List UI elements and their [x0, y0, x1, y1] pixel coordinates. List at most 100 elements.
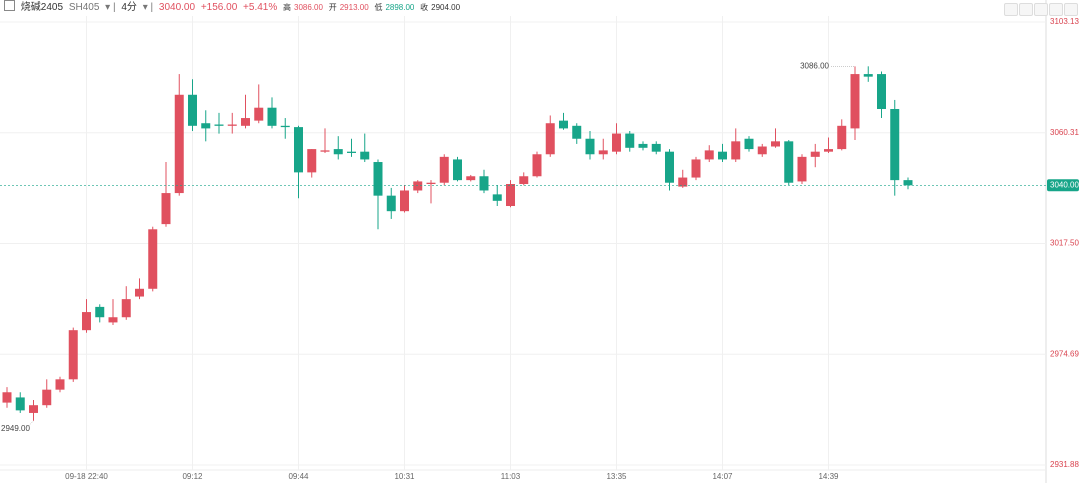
candle-body [360, 151, 370, 160]
close: 2904.00 [431, 3, 461, 12]
candle-body [386, 195, 396, 212]
candle-body [439, 156, 449, 183]
x-tick-label: 09:12 [182, 472, 203, 481]
dropdown[interactable]: ▾ | [142, 2, 154, 13]
candle-body [15, 397, 25, 411]
candle-body [585, 138, 595, 155]
candle-body [532, 154, 542, 177]
candle-body [188, 94, 197, 126]
y-tick-label: 3060.31 [1050, 128, 1079, 137]
y-tick-label: 3017.50 [1050, 239, 1079, 248]
button[interactable] [1019, 3, 1033, 16]
candle-body [466, 176, 476, 181]
x-tick-label: 10:31 [394, 472, 415, 481]
y-tick-label: 2931.88 [1050, 460, 1079, 469]
candle-body [757, 146, 767, 155]
header: 烧碱2405 SH405 ▾ | 4分 ▾ | 3040.00 +156.00 … [0, 0, 1040, 16]
label: 高 [283, 3, 292, 12]
x-tick-label: 09-18 22:40 [65, 472, 108, 481]
candle-body [810, 151, 820, 157]
candle-body [638, 143, 648, 148]
candle-body [824, 149, 833, 152]
candle-body [453, 159, 462, 181]
button[interactable] [1064, 3, 1078, 16]
label: 低 [374, 3, 383, 12]
candle-body [545, 123, 555, 155]
candle-body [519, 176, 529, 185]
candle-body [559, 120, 568, 129]
label: 开 [328, 3, 337, 12]
candle-body [55, 379, 65, 390]
label: 收 [420, 3, 429, 12]
candle-body [863, 74, 873, 77]
dropdown[interactable]: ▾ | [105, 2, 116, 13]
candle-body [121, 299, 131, 318]
candle-body [29, 405, 38, 413]
button[interactable] [1004, 3, 1018, 16]
x-tick-label: 11:03 [501, 472, 521, 481]
open: 2913.00 [339, 3, 369, 12]
candle-body [771, 141, 780, 147]
y-tick-label: 2974.69 [1050, 349, 1079, 358]
candle-body [333, 149, 343, 155]
candle-body [598, 150, 608, 155]
button[interactable] [1034, 3, 1048, 16]
candle-body [718, 151, 727, 160]
candle-body [506, 184, 515, 207]
candle-body [254, 107, 264, 121]
x-tick-label: 14:07 [712, 472, 733, 481]
period[interactable]: 4分 [121, 2, 137, 13]
change-pct: +5.41% [243, 2, 278, 13]
candle-body [82, 312, 91, 331]
candle-body [784, 141, 794, 183]
button[interactable] [1049, 3, 1063, 16]
candle-body [400, 190, 409, 212]
y-tick-label: 3103.13 [1050, 17, 1079, 26]
candle-body [320, 150, 330, 152]
candle-body [267, 107, 277, 126]
candle-body [280, 125, 290, 128]
min-label: 2949.00 [1, 424, 30, 433]
candle-body [797, 156, 807, 182]
candle-body [148, 229, 158, 289]
candle-body [241, 118, 250, 126]
x-tick-label: 14:39 [818, 472, 839, 481]
candle-body [612, 133, 621, 152]
candle-body [877, 74, 886, 109]
change: +156.00 [200, 2, 238, 13]
candle-body [837, 125, 847, 150]
candle-body [2, 392, 12, 403]
candle-body [294, 127, 303, 173]
candle-body [373, 162, 383, 196]
candle-body [890, 108, 900, 181]
candle-body [731, 141, 741, 160]
candle-body [744, 138, 754, 150]
candle-body [665, 151, 674, 183]
candle-body [704, 150, 714, 160]
candle-body [850, 74, 860, 129]
candle-body [214, 124, 224, 126]
candle-body [572, 125, 582, 139]
candle-body [651, 143, 661, 152]
candle-body [347, 151, 356, 153]
candle-body [678, 177, 688, 187]
icon [4, 0, 15, 11]
x-tick-label: 09:44 [288, 472, 309, 481]
symbol-code: SH405 [68, 2, 100, 13]
candle-body [413, 181, 423, 191]
price: 3040.00 [158, 2, 196, 13]
candle-body [174, 94, 184, 194]
candle-body [307, 149, 317, 173]
candle-body [42, 389, 52, 406]
candle-body [161, 193, 171, 225]
max-label: 3086.00 [800, 61, 829, 70]
low: 2898.00 [385, 3, 415, 12]
candle-body [68, 330, 78, 380]
candle-body [227, 124, 237, 126]
candle-body [479, 176, 489, 191]
x-tick-label: 13:35 [606, 472, 627, 481]
symbol-name[interactable]: 烧碱2405 [20, 2, 64, 13]
candle-body [625, 133, 635, 148]
